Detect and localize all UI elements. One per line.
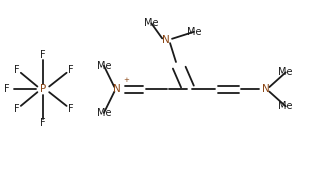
Text: F: F: [68, 104, 74, 114]
Text: Me: Me: [144, 18, 159, 28]
Text: +: +: [123, 77, 129, 83]
Text: F: F: [40, 118, 46, 128]
Text: Me: Me: [97, 61, 111, 71]
Text: Me: Me: [187, 27, 201, 37]
Text: P: P: [40, 84, 46, 94]
Text: Me: Me: [278, 101, 293, 111]
Text: F: F: [68, 65, 74, 74]
Text: F: F: [4, 84, 10, 94]
Text: Me: Me: [278, 67, 293, 77]
Text: Me: Me: [97, 108, 111, 118]
Text: N: N: [262, 84, 270, 94]
Text: F: F: [13, 104, 19, 114]
Text: N: N: [113, 84, 121, 94]
Text: F: F: [40, 50, 46, 60]
Text: N: N: [162, 35, 170, 45]
Text: F: F: [13, 65, 19, 74]
